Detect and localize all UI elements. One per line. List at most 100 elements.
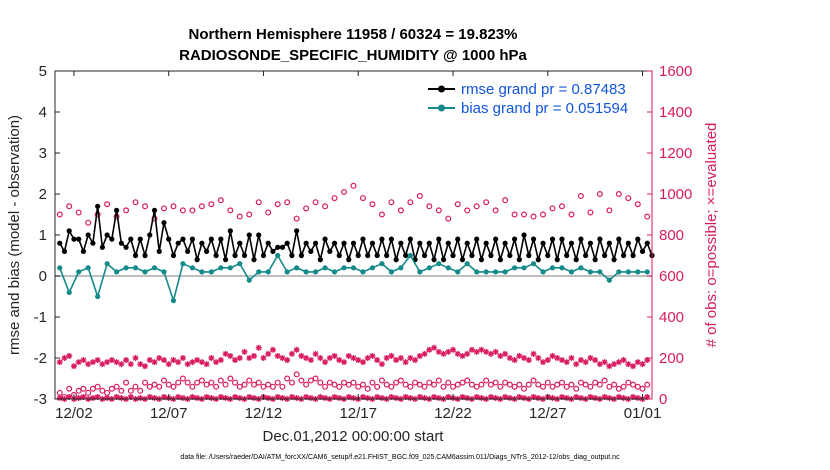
rmse-point — [507, 252, 513, 259]
rmse-point — [374, 252, 380, 259]
possible-point — [435, 377, 442, 384]
rmse-point — [644, 240, 650, 246]
bias-point — [199, 269, 205, 275]
rmse-point — [237, 240, 243, 246]
evaluated-point — [184, 361, 191, 368]
evaluated-point — [459, 352, 466, 359]
bias-point — [161, 269, 167, 275]
possible-point — [146, 383, 153, 390]
bias-point — [227, 265, 233, 271]
bias-point — [322, 265, 328, 271]
rmse-point — [431, 257, 437, 263]
evaluated-point — [577, 357, 584, 364]
evaluated-point — [620, 357, 627, 364]
evaluated-point — [587, 355, 594, 361]
evaluated-point — [440, 350, 447, 357]
evaluated-point — [601, 393, 608, 400]
evaluated-point — [383, 355, 390, 361]
possible-point — [544, 379, 551, 386]
evaluated-point — [634, 394, 641, 401]
possible-point — [184, 379, 191, 386]
evaluated-point — [374, 393, 381, 400]
evaluated-point — [123, 357, 130, 364]
rmse-point — [95, 203, 101, 209]
rmse-point — [147, 232, 153, 238]
evaluated-point — [478, 346, 485, 353]
evaluated-point — [175, 359, 182, 366]
evaluated-point — [255, 344, 262, 351]
evaluated-point — [156, 355, 163, 361]
possible-point — [312, 199, 319, 206]
rmse-point — [559, 236, 565, 242]
possible-point — [516, 381, 523, 388]
evaluated-point — [535, 394, 542, 401]
possible-point — [189, 207, 196, 214]
evaluated-point — [336, 357, 343, 364]
y2-axis-label: # of obs: o=possible; ×=evaluated — [703, 123, 720, 348]
evaluated-point — [94, 357, 101, 364]
bias-point — [379, 261, 385, 267]
rmse-series — [57, 203, 655, 263]
y-tick-label: 4 — [39, 104, 47, 121]
bias-point — [256, 269, 262, 275]
evaluated-point — [151, 359, 158, 366]
evaluated-point — [284, 357, 291, 364]
evaluated-point — [563, 394, 570, 401]
evaluated-point — [397, 355, 404, 361]
evaluated-point — [236, 355, 243, 361]
possible-point — [341, 379, 348, 386]
possible-point — [170, 203, 177, 210]
evaluated-point — [549, 352, 556, 359]
possible-point — [558, 379, 565, 386]
evaluated-point — [450, 346, 456, 353]
evaluated-point — [99, 361, 106, 368]
rmse-point — [166, 236, 172, 242]
rmse-point — [232, 252, 238, 259]
possible-point — [634, 383, 641, 390]
bias-point — [360, 269, 366, 275]
evaluated-point — [549, 394, 556, 401]
evaluated-point — [511, 357, 518, 364]
evaluated-point — [189, 393, 196, 400]
bias-point — [57, 265, 63, 271]
rmse-point — [502, 240, 508, 246]
rmse-point — [303, 240, 309, 246]
y-axis-right: 0 200 400 600 800 1000 1200 1400 1600 — [647, 63, 692, 408]
evaluated-point — [421, 394, 428, 401]
evaluated-point — [606, 363, 613, 370]
rmse-point — [270, 248, 276, 254]
possible-point — [118, 387, 125, 394]
possible-point — [227, 375, 234, 382]
evaluated-point — [89, 359, 96, 366]
evaluated-point — [596, 361, 603, 368]
possible-point — [260, 383, 267, 390]
possible-point — [596, 381, 603, 388]
possible-point — [606, 383, 613, 390]
evaluated-point — [359, 393, 366, 400]
bias-point — [76, 269, 82, 275]
evaluated-point — [615, 359, 622, 366]
evaluated-point — [146, 393, 153, 400]
rmse-point — [616, 236, 622, 242]
possible-point — [232, 379, 239, 386]
evaluated-point — [592, 357, 599, 364]
possible-point — [364, 385, 371, 392]
rmse-point — [369, 240, 376, 246]
evaluated-point — [179, 394, 186, 401]
possible-point — [412, 379, 419, 386]
possible-point — [587, 209, 594, 216]
evaluated-point — [359, 359, 366, 366]
evaluated-point — [592, 394, 599, 401]
rmse-point — [260, 252, 267, 259]
possible-point — [198, 377, 205, 384]
rmse-point — [327, 248, 333, 254]
y-tick-label: 3 — [39, 145, 47, 162]
chart-subtitle: RADIOSONDE_SPECIFIC_HUMIDITY @ 1000 hPa — [179, 47, 527, 64]
evaluated-point — [232, 393, 239, 400]
bias-point — [275, 252, 281, 259]
x-tick-label: 12/27 — [529, 405, 567, 422]
possible-point — [355, 383, 362, 390]
bias-point — [294, 265, 300, 271]
legend-bias-marker — [438, 104, 445, 112]
rmse-point — [440, 257, 447, 263]
